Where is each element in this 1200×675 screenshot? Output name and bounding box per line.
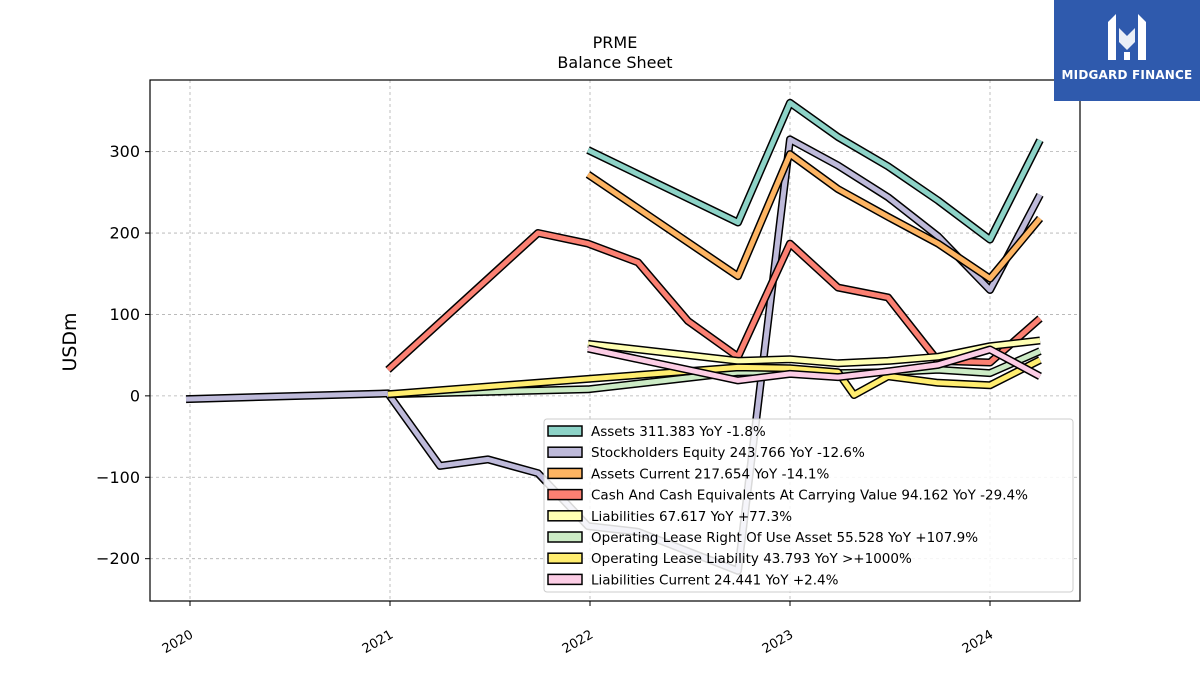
y-tick-label: 100 [109,305,140,324]
y-tick-label: −100 [96,468,140,487]
series-cash-and-cash-equivalents-at-carrying-value [385,229,1043,373]
x-tick-label: 2024 [960,627,996,657]
legend: Assets 311.383 YoY -1.8% Stockholders Equ… [543,418,1074,593]
legend-swatch [547,552,583,564]
y-tick-label: 300 [109,142,140,161]
legend-label: Liabilities 67.617 YoY +77.3% [591,509,792,525]
brand-logo: MIDGARD FINANCE [1054,0,1200,101]
legend-swatch [547,531,583,543]
legend-swatch [547,510,583,522]
x-tick-label: 2022 [560,627,596,657]
legend-swatch [547,467,583,480]
series-line [586,100,1043,243]
legend-label: Stockholders Equity 243.766 YoY -12.6% [591,445,865,461]
legend-label: Operating Lease Liability 43.793 YoY >+1… [591,551,912,567]
x-tick-label: 2020 [160,627,196,657]
y-tick-label: 0 [130,386,140,405]
x-tick-label: 2023 [760,627,796,657]
series-liabilities-current [587,344,1042,385]
series-line [587,346,1042,383]
legend-box [543,418,1074,593]
legend-label: Assets 311.383 YoY -1.8% [591,424,766,440]
series-operating-lease-liability [387,356,1042,399]
legend-swatch [547,573,583,586]
series-assets [586,98,1044,244]
y-axis-label: USDm [59,312,81,371]
series-line [586,151,1042,282]
x-tick-label: 2021 [360,627,396,657]
legend-swatch [547,488,583,501]
chart-title: PRME [593,33,638,52]
legend-swatch [547,446,583,458]
series-line [387,357,1042,398]
legend-label: Assets Current 217.654 YoY -14.1% [591,466,830,482]
brand-mark-icon [1108,14,1146,60]
series-assets-current [585,150,1044,283]
chart-subtitle: Balance Sheet [557,53,672,72]
plot-frame [149,79,1081,602]
legend-label: Cash And Cash Equivalents At Carrying Va… [591,488,1028,504]
legend-swatch [547,425,583,437]
brand-name: MIDGARD FINANCE [1061,68,1193,82]
series-line [386,230,1042,372]
series-line-outline [385,229,1043,373]
legend-label: Liabilities Current 24.441 YoY +2.4% [591,572,839,588]
y-tick-label: 200 [109,224,140,243]
legend-label: Operating Lease Right Of Use Asset 55.52… [591,530,978,546]
y-tick-label: −200 [96,549,140,568]
